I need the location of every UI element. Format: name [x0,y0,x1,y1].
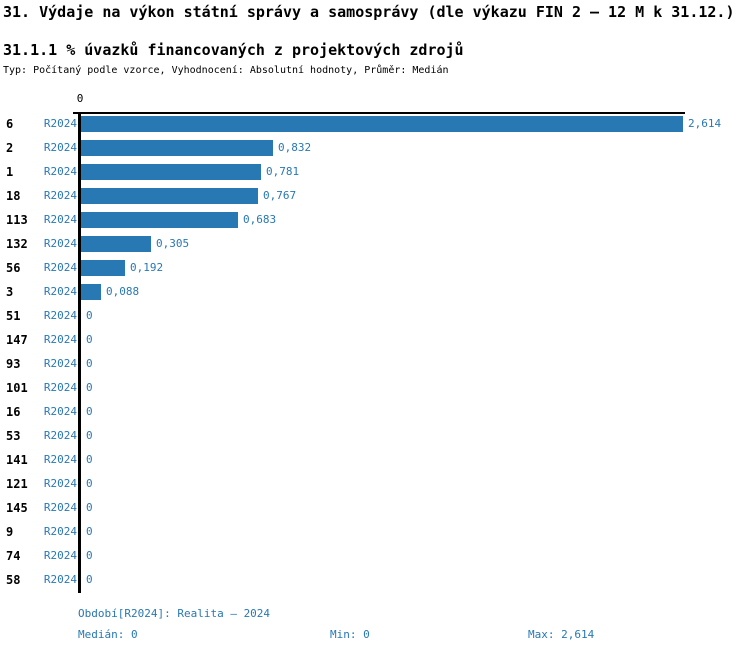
footer-median: Medián: 0 [78,628,138,641]
footer-period: Období[R2024]: Realita – 2024 [78,607,271,620]
series-label: R2024 [43,405,77,418]
bar [81,164,261,180]
series-label: R2024 [43,141,77,154]
bar [81,236,151,252]
value-label: 0 [86,453,93,466]
category-label: 74 [6,549,21,563]
value-label: 0 [86,381,93,394]
series-label: R2024 [43,213,77,226]
page-title: 31. Výdaje na výkon státní správy a samo… [3,3,735,21]
value-label: 0 [86,525,93,538]
category-label: 141 [6,453,28,467]
value-label: 0 [86,501,93,514]
chart-subtitle: 31.1.1 % úvazků financovaných z projekto… [3,41,464,59]
category-label: 3 [6,285,14,299]
category-label: 132 [6,237,28,251]
category-label: 101 [6,381,28,395]
category-label: 58 [6,573,21,587]
bar [81,116,683,132]
x-axis-line [73,112,685,114]
value-label: 0,832 [278,141,312,154]
bar [81,212,238,228]
value-label: 0,767 [263,189,297,202]
value-label: 0 [86,573,93,586]
axis-tick-label: 0 [76,92,84,105]
value-label: 0 [86,477,93,490]
value-label: 2,614 [688,117,722,130]
value-label: 0 [86,333,93,346]
series-label: R2024 [43,165,77,178]
series-label: R2024 [43,477,77,490]
category-label: 6 [6,117,14,131]
value-label: 0,305 [156,237,190,250]
series-label: R2024 [43,573,77,586]
bar [81,140,273,156]
category-label: 18 [6,189,21,203]
value-label: 0 [86,357,93,370]
value-label: 0 [86,429,93,442]
category-label: 16 [6,405,21,419]
series-label: R2024 [43,117,77,130]
category-label: 113 [6,213,28,227]
value-label: 0 [86,405,93,418]
chart-meta-line: Typ: Počítaný podle vzorce, Vyhodnocení:… [3,65,449,76]
series-label: R2024 [43,501,77,514]
series-label: R2024 [43,309,77,322]
value-label: 0,192 [130,261,164,274]
value-label: 0,781 [266,165,300,178]
bar [81,188,258,204]
y-axis-line [78,112,81,593]
value-label: 0 [86,549,93,562]
footer-min: Min: 0 [330,628,370,641]
series-label: R2024 [43,333,77,346]
bar [81,260,125,276]
category-label: 1 [6,165,14,179]
series-label: R2024 [43,285,77,298]
value-label: 0,088 [106,285,140,298]
series-label: R2024 [43,429,77,442]
category-label: 93 [6,357,21,371]
series-label: R2024 [43,261,77,274]
category-label: 121 [6,477,28,491]
category-label: 147 [6,333,28,347]
series-label: R2024 [43,189,77,202]
value-label: 0 [86,309,93,322]
category-label: 53 [6,429,21,443]
footer-max: Max: 2,614 [528,628,595,641]
series-label: R2024 [43,357,77,370]
series-label: R2024 [43,525,77,538]
series-label: R2024 [43,381,77,394]
category-label: 56 [6,261,21,275]
category-label: 51 [6,309,21,323]
bar [81,284,101,300]
category-label: 2 [6,141,14,155]
series-label: R2024 [43,549,77,562]
series-label: R2024 [43,237,77,250]
category-label: 9 [6,525,14,539]
series-label: R2024 [43,453,77,466]
value-label: 0,683 [243,213,277,226]
category-label: 145 [6,501,28,515]
